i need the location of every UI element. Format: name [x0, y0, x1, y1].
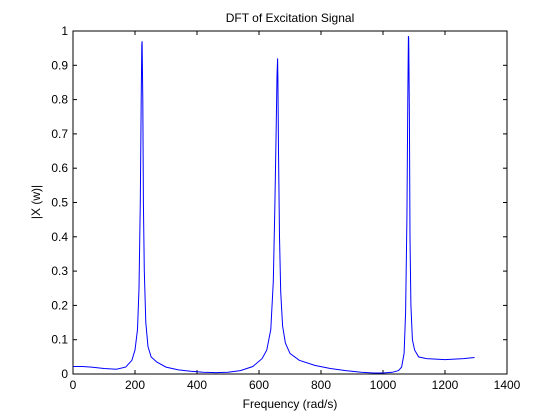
- x-tick-label: 1000: [370, 378, 397, 392]
- tick-marks: [72, 30, 508, 375]
- y-tick-label: 0.2: [51, 298, 68, 312]
- y-tick-label: 0.7: [51, 127, 68, 141]
- y-tick-label: 0.4: [51, 230, 68, 244]
- y-tick-label: 0.1: [51, 333, 68, 347]
- x-axis-title: Frequency (rad/s): [243, 397, 338, 411]
- chart-title: DFT of Excitation Signal: [226, 11, 355, 25]
- y-tick-labels: 0 0.1 0.2 0.3 0.4 0.5 0.6 0.7 0.8 0.9 1: [51, 24, 68, 381]
- y-axis-title: |X (w)|: [29, 185, 43, 219]
- y-tick-label: 1: [61, 24, 68, 38]
- x-tick-label: 400: [187, 378, 207, 392]
- y-tick-label: 0.6: [51, 161, 68, 175]
- x-tick-label: 800: [311, 378, 331, 392]
- x-tick-label: 1200: [432, 378, 459, 392]
- y-tick-label: 0: [61, 367, 68, 381]
- x-tick-label: 600: [249, 378, 269, 392]
- x-tick-label: 200: [125, 378, 145, 392]
- x-tick-label: 1400: [494, 378, 521, 392]
- y-tick-label: 0.9: [51, 58, 68, 72]
- y-tick-label: 0.3: [51, 264, 68, 278]
- y-tick-label: 0.5: [51, 196, 68, 210]
- y-tick-label: 0.8: [51, 93, 68, 107]
- x-tick-label: 0: [70, 378, 77, 392]
- x-tick-labels: 0 200 400 600 800 1000 1200 1400: [70, 378, 521, 392]
- series-line-dft-magnitude: [73, 36, 475, 374]
